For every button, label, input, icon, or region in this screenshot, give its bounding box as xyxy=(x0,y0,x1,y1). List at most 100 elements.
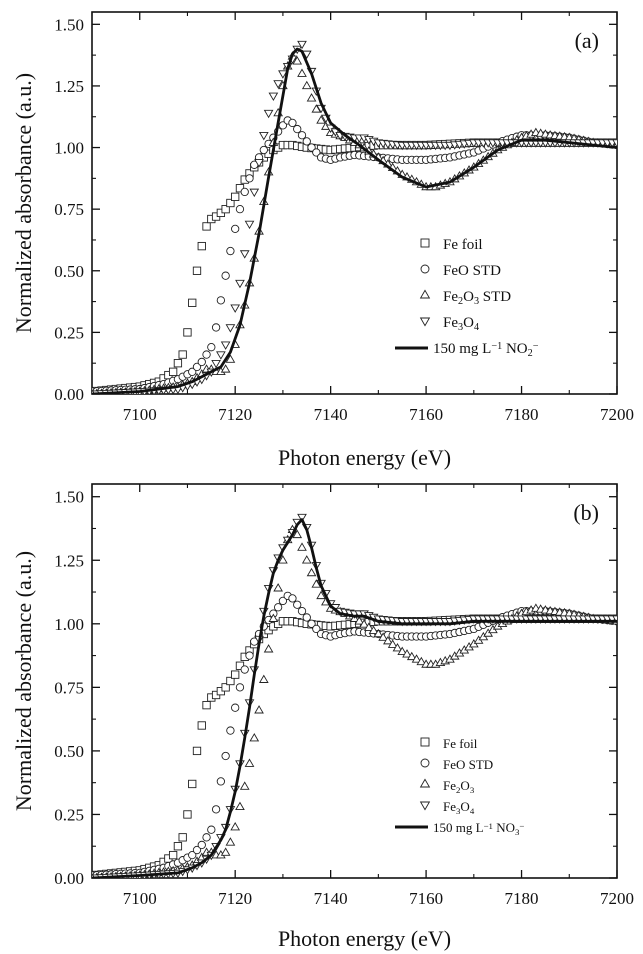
data-point xyxy=(402,649,412,658)
series-2 xyxy=(92,524,617,878)
series-4 xyxy=(92,47,617,394)
data-point xyxy=(258,674,269,683)
y-tick-label: 1.50 xyxy=(54,488,84,507)
series-line xyxy=(92,47,617,394)
data-point xyxy=(292,529,303,539)
data-point xyxy=(278,596,288,606)
y-tick-label: 0.75 xyxy=(54,678,84,697)
data-point xyxy=(226,198,235,208)
data-point xyxy=(273,583,283,592)
data-point xyxy=(301,555,312,564)
data-point xyxy=(225,354,236,363)
data-point xyxy=(183,810,192,819)
data-point xyxy=(316,590,326,600)
data-point xyxy=(168,367,178,376)
data-point xyxy=(216,296,226,305)
series-1 xyxy=(92,591,617,878)
data-point xyxy=(168,850,178,860)
data-point xyxy=(278,555,288,564)
data-point xyxy=(301,80,312,90)
data-point xyxy=(392,643,403,652)
x-tick-label: 7140 xyxy=(314,889,348,908)
legend-label: FeO STD xyxy=(443,757,493,772)
y-tick-label: 0.25 xyxy=(54,805,84,824)
data-point xyxy=(188,367,197,376)
data-point xyxy=(230,822,241,831)
data-point xyxy=(226,676,235,686)
y-tick-label: 0.00 xyxy=(54,869,84,888)
legend-label: Fe3O4 xyxy=(443,315,479,333)
series-line xyxy=(92,518,617,878)
data-point xyxy=(373,628,384,638)
data-point xyxy=(354,616,365,625)
data-point xyxy=(383,635,393,645)
data-point xyxy=(302,137,311,146)
legend-label: Fe foil xyxy=(443,237,483,253)
data-point xyxy=(259,145,268,155)
data-point xyxy=(411,654,422,663)
data-point xyxy=(363,622,374,631)
legend: Fe foil FeO STD Fe2O3 STD Fe3O4 150 mg L−1 N… xyxy=(395,237,539,359)
x-tick-label: 7140 xyxy=(314,405,348,424)
series-1 xyxy=(92,116,617,394)
data-point xyxy=(306,567,317,577)
legend: Fe foil FeO STD Fe2O3 Fe3O4 150 mg L−1 NO3− xyxy=(395,736,524,837)
data-point xyxy=(202,700,211,710)
series-2 xyxy=(92,51,617,394)
data-point xyxy=(258,132,269,141)
data-point xyxy=(245,651,254,660)
y-tick-label: 0.00 xyxy=(54,385,84,404)
data-point xyxy=(288,118,297,128)
plot-frame xyxy=(91,11,618,395)
data-point xyxy=(311,579,322,588)
legend-item: 150 mg L−1 NO3− xyxy=(395,820,524,837)
data-point xyxy=(197,840,206,850)
data-point xyxy=(288,594,297,603)
legend-item: 150 mg L−1 NO2− xyxy=(395,341,539,359)
series-3 xyxy=(92,513,617,878)
data-point xyxy=(211,805,221,814)
data-point xyxy=(202,833,211,842)
data-point xyxy=(297,40,307,50)
data-point xyxy=(307,143,316,152)
data-point xyxy=(221,271,230,280)
y-axis-label: Normalized absorbance (a.u.) xyxy=(11,73,36,333)
x-tick-label: 7180 xyxy=(505,405,539,424)
legend-item: Fe2O3 STD xyxy=(419,289,511,307)
data-point xyxy=(178,350,187,359)
data-point xyxy=(231,670,240,679)
panel-label: (a) xyxy=(575,28,599,53)
data-point xyxy=(221,751,230,761)
x-tick-label: 7120 xyxy=(218,405,252,424)
y-tick-label: 0.25 xyxy=(54,323,84,342)
data-point xyxy=(297,606,307,616)
data-point xyxy=(188,779,197,789)
legend-marker xyxy=(419,801,431,811)
legend-label: Fe foil xyxy=(443,736,478,751)
series-0 xyxy=(92,138,617,394)
data-point xyxy=(302,613,311,622)
legend-label: 150 mg L−1 NO2− xyxy=(433,341,539,359)
data-point xyxy=(220,341,231,350)
data-point xyxy=(225,837,236,846)
data-point xyxy=(235,683,245,692)
x-tick-label: 7160 xyxy=(409,405,443,424)
data-point xyxy=(297,513,307,523)
data-point xyxy=(207,825,216,834)
series-4 xyxy=(92,518,617,878)
x-tick-label: 7200 xyxy=(600,889,634,908)
data-point xyxy=(239,781,250,790)
data-point xyxy=(221,683,230,692)
legend-label: 150 mg L−1 NO3− xyxy=(433,820,524,837)
data-point xyxy=(263,644,274,653)
data-point xyxy=(245,174,254,183)
data-point xyxy=(235,801,245,811)
data-point xyxy=(231,192,240,201)
series-3 xyxy=(92,40,617,394)
legend-label: Fe3O4 xyxy=(443,799,475,816)
legend-item: Fe3O4 xyxy=(419,799,475,816)
data-point xyxy=(173,842,183,851)
data-point xyxy=(211,323,221,332)
x-axis-label: Photon energy (eV) xyxy=(278,926,451,951)
data-point xyxy=(220,847,231,856)
